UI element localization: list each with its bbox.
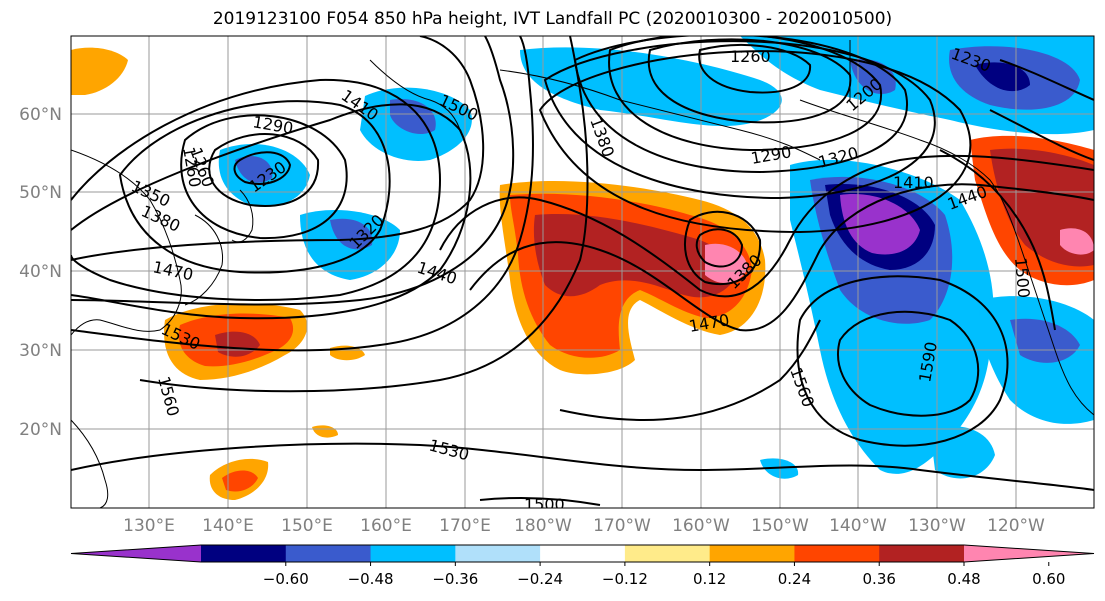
contour-label: 1500 [524,495,565,514]
colorbar-tick-label: 0.60 [1032,570,1065,588]
lon-label: 160°W [672,516,730,536]
lat-label: 30°N [19,341,62,361]
lon-label: 170°W [593,516,651,536]
colorbar-tick-label: 0.12 [693,570,726,588]
colorbar-tick-label: 0.36 [863,570,896,588]
lon-label: 130°W [908,516,966,536]
lon-label: 150°E [281,516,333,536]
latitude-labels: 60°N 50°N 40°N 30°N 20°N [19,105,62,440]
colorbar-swatch [285,545,372,562]
colorbar-tick-label: 0.24 [778,570,811,588]
colorbar-swatch [540,545,626,562]
colorbar-swatch [879,545,965,562]
lat-label: 50°N [19,183,62,203]
lon-label: 160°E [360,516,412,536]
contour-label: 1260 [730,47,771,66]
lat-label: 60°N [19,105,62,125]
lat-label: 40°N [19,262,62,282]
colorbar-extend-min [71,545,201,562]
colorbar-tick-label: 0.48 [947,570,980,588]
lat-label: 20°N [19,420,62,440]
longitude-labels: 130°E 140°E 150°E 160°E 170°E 180°W 170°… [123,516,1045,536]
height-contours [71,36,1094,506]
map-title: 2019123100 F054 850 hPa height, IVT Land… [212,9,893,29]
colorbar-swatch [455,545,541,562]
colorbar-tick-label: −0.36 [432,570,478,588]
colorbar-tick-label: −0.12 [602,570,648,588]
colorbar-tick-label: −0.60 [263,570,309,588]
colorbar-tick-label: −0.48 [348,570,394,588]
colorbar-outline [70,544,1095,563]
contour-label: 1500 [1011,257,1033,299]
ivt-shading [71,36,1094,500]
lon-label: 180°W [514,516,572,536]
lon-label: 130°E [123,516,175,536]
lon-label: 140°E [202,516,254,536]
map-panel: 1260 1410 1500 1290 1230 1260 1350 1380 … [71,36,1094,514]
map-frame [70,35,1095,509]
colorbar-swatch [624,545,711,562]
colorbar-swatch [370,545,456,562]
colorbar-extend-max [964,545,1094,562]
colorbar-tick-label: −0.24 [517,570,563,588]
lon-label: 150°W [751,516,809,536]
contour-labels: 1260 1410 1500 1290 1230 1260 1350 1380 … [128,44,1033,514]
colorbar-swatch [709,545,795,562]
colorbar-swatch [794,545,880,562]
contour-label: 1410 [893,173,934,192]
colorbar-swatch [201,545,287,562]
lon-label: 140°W [829,516,887,536]
lon-label: 120°W [987,516,1045,536]
lon-label: 170°E [439,516,491,536]
colorbar: −0.60 −0.48 −0.36 −0.24 −0.12 0.12 0.24 0.36 0.4… [70,544,1095,588]
